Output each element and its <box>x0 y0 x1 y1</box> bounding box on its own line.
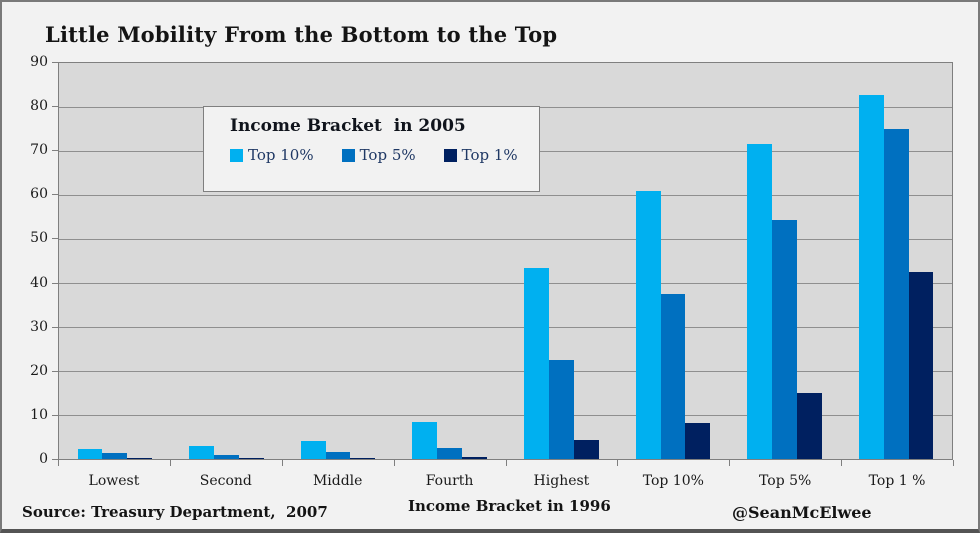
bar-top-10-fourth <box>412 421 438 459</box>
bar-top-1-top-1 <box>908 272 934 459</box>
y-tick <box>52 414 58 416</box>
bar-top-5-top-10 <box>660 294 686 459</box>
bar-top-5-lowest <box>102 453 128 459</box>
gridline <box>59 371 952 372</box>
x-category-label-middle: Middle <box>312 473 363 489</box>
bar-top-5-middle <box>325 452 351 459</box>
bar-top-5-top-5 <box>772 219 797 459</box>
source-note: Source: Treasury Department, 2007 <box>22 503 328 521</box>
y-tick-label: 70 <box>30 142 48 159</box>
x-tick <box>953 460 954 466</box>
y-tick-label: 60 <box>30 186 48 203</box>
x-axis-title: Income Bracket in 1996 <box>408 497 611 515</box>
x-tick <box>393 460 395 466</box>
bar-top-10-top-5 <box>747 144 773 459</box>
bar-top-10-middle <box>300 440 326 459</box>
gridline <box>59 415 952 416</box>
bar-top-10-highest <box>524 268 549 459</box>
y-tick <box>52 150 58 152</box>
y-tick-label: 50 <box>30 230 48 247</box>
x-tick <box>58 460 59 466</box>
bar-top-5-fourth <box>437 448 463 459</box>
x-tick <box>729 460 731 466</box>
bar-top-5-second <box>214 454 239 459</box>
x-category-label-highest: Highest <box>533 473 590 489</box>
legend-item-top1: Top 1% <box>443 146 518 164</box>
gridline <box>59 327 952 328</box>
x-tick <box>505 460 507 466</box>
bar-top-5-top-1 <box>883 129 909 459</box>
legend-items: Top 10% Top 5% Top 1% <box>230 146 539 164</box>
x-tick <box>617 460 619 466</box>
legend-swatch-top10-icon <box>230 148 243 162</box>
y-tick-label: 0 <box>39 451 48 467</box>
x-category-label-top-1: Top 1 % <box>868 473 926 489</box>
y-tick <box>52 106 58 108</box>
x-category-label-fourth: Fourth <box>425 473 474 489</box>
bar-top-10-top-1 <box>858 94 884 459</box>
bar-top-5-highest <box>548 360 574 459</box>
legend-label-top5: Top 5% <box>359 146 416 164</box>
legend-title: Income Bracket in 2005 <box>230 116 466 136</box>
x-category-label-lowest: Lowest <box>88 473 140 489</box>
bar-top-10-second <box>189 446 215 459</box>
y-tick <box>52 370 58 372</box>
bar-top-10-lowest <box>77 448 103 459</box>
bar-top-10-top-10 <box>635 190 661 459</box>
legend-label-top10: Top 10% <box>248 146 314 164</box>
y-tick-label: 10 <box>30 406 48 423</box>
bar-top-1-top-5 <box>796 392 822 459</box>
legend-item-top10: Top 10% <box>230 146 314 164</box>
x-category-label-second: Second <box>199 473 252 489</box>
gridline <box>59 239 952 240</box>
y-tick <box>52 326 58 328</box>
y-tick <box>52 194 58 196</box>
legend-swatch-top1-icon <box>443 148 457 162</box>
bar-top-1-highest <box>573 439 599 459</box>
y-tick-label: 80 <box>30 98 48 115</box>
y-tick-label: 90 <box>30 54 48 70</box>
legend-swatch-top5-icon <box>341 148 355 162</box>
bar-top-1-second <box>238 458 264 459</box>
legend-label-top1: Top 1% <box>461 146 518 164</box>
gridline <box>59 283 952 284</box>
bar-top-1-middle <box>350 457 376 459</box>
attribution-handle: @SeanMcElwee <box>732 503 872 522</box>
x-tick <box>281 460 283 466</box>
gridline <box>59 195 952 196</box>
y-tick <box>52 459 58 460</box>
y-tick-label: 40 <box>30 274 48 291</box>
bar-top-1-lowest <box>127 458 152 459</box>
legend-item-top5: Top 5% <box>341 146 416 164</box>
x-tick <box>841 460 843 466</box>
y-tick-label: 30 <box>30 318 48 335</box>
legend-box: Income Bracket in 2005 Top 10% Top 5% To… <box>203 106 540 192</box>
bar-top-1-fourth <box>462 457 487 459</box>
y-tick <box>52 238 58 240</box>
y-tick-label: 20 <box>30 362 48 379</box>
x-category-label-top-5: Top 5% <box>759 473 812 489</box>
bar-top-1-top-10 <box>685 422 711 459</box>
y-tick <box>52 62 58 63</box>
chart-title: Little Mobility From the Bottom to the T… <box>45 22 558 47</box>
x-tick <box>169 460 171 466</box>
y-tick <box>52 282 58 284</box>
x-category-label-top-10: Top 10% <box>642 473 704 489</box>
